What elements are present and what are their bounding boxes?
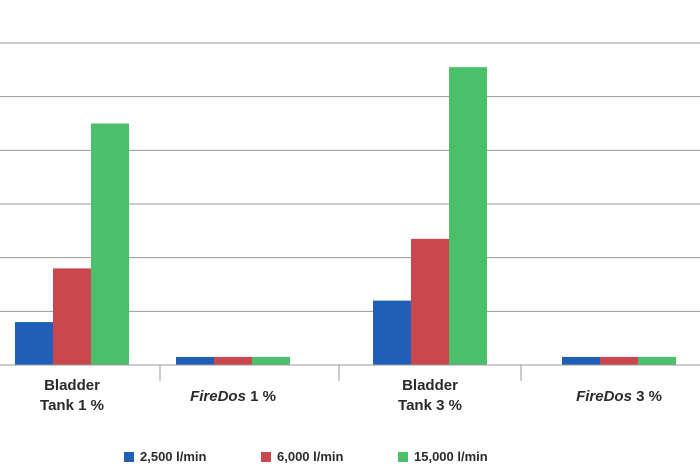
bar-bladder-1-series-2: [91, 123, 129, 365]
legend-label: 15,000 l/min: [414, 449, 488, 464]
category-label-firedos-1: FireDos 1 %: [190, 388, 276, 405]
bar-firedos-3-series-2: [638, 356, 676, 365]
bars: [15, 67, 676, 366]
bar-firedos-3-series-0: [562, 356, 600, 365]
legend-swatch: [261, 451, 271, 462]
legend-item-15000: 15,000 l/min: [398, 449, 488, 464]
legend-label: 6,000 l/min: [277, 449, 344, 464]
category-label-firedos-3: FireDos 3 %: [576, 388, 662, 405]
bar-bladder-1-series-0: [15, 322, 53, 365]
legend-swatch: [398, 451, 408, 462]
category-label-bladder-3: Bladder Tank 3 %: [398, 377, 462, 414]
bar-firedos-1-series-2: [252, 356, 290, 365]
bar-bladder-1-series-1: [53, 268, 91, 365]
bar-firedos-1-series-0: [176, 356, 214, 365]
bar-bladder-3-series-0: [373, 300, 411, 365]
legend-item-2500: 2,500 l/min: [124, 449, 206, 464]
bar-firedos-1-series-1: [214, 356, 252, 365]
legend-swatch: [124, 451, 134, 462]
legend-label: 2,500 l/min: [140, 449, 207, 464]
legend: 2,500 l/min 6,000 l/min 15,000 l/min: [0, 449, 700, 469]
x-axis: [0, 364, 700, 381]
legend-item-6000: 6,000 l/min: [261, 449, 343, 464]
bar-bladder-3-series-1: [411, 238, 449, 365]
bar-firedos-3-series-1: [600, 356, 638, 365]
bar-bladder-3-series-2: [449, 67, 487, 366]
category-label-bladder-1: Bladder Tank 1 %: [40, 377, 104, 414]
